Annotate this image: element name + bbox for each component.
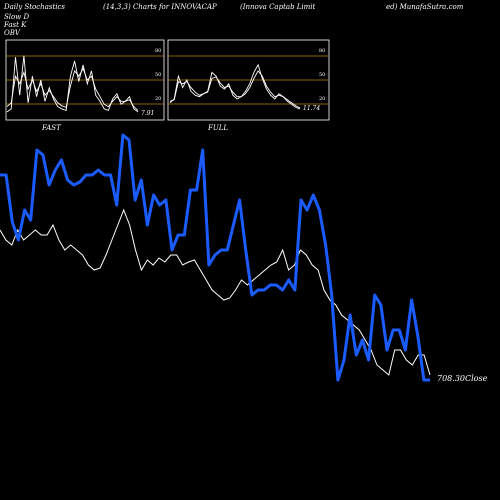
last-close-value: 708.30 [437,374,465,383]
fast-level-label-50: 50 [155,72,161,78]
legend-slow-d: Slow D [4,13,30,21]
close-line [0,208,431,376]
fast-panel-title: FAST [41,124,62,132]
fast-d-line [6,67,139,111]
fast-level-label-80: 80 [155,48,161,54]
fast-panel: 80 50 20 7.91 FAST [5,39,165,132]
fast-level-label-20: 20 [155,96,161,102]
header-title-right-b: ed) MunafaSutra.com [386,3,464,11]
obv-line [0,133,430,382]
full-level-label-50: 50 [319,72,325,78]
full-k-line [169,63,301,110]
fast-last-value: 7.91 [141,110,154,117]
legend-obv: OBV [4,29,20,37]
header-title-left: Daily Stochastics [4,3,66,11]
full-panel: 80 50 20 11.74 FULL [167,39,330,132]
fast-k-line [6,55,139,113]
full-last-value: 11.74 [303,105,320,112]
last-close-suffix: Close [465,374,488,383]
full-level-label-80: 80 [319,48,325,54]
header-title-middle: (14,3,3) Charts for INNOVACAP [103,3,217,11]
main-chart: 708.30Close [0,133,488,383]
full-d-line [169,70,301,109]
full-level-label-20: 20 [319,96,325,102]
legend-fast-k: Fast K [4,21,27,29]
full-panel-title: FULL [207,124,228,132]
header-title-right-a: (Innova Captab Limit [240,3,316,11]
last-close-label: 708.30Close [437,374,488,383]
